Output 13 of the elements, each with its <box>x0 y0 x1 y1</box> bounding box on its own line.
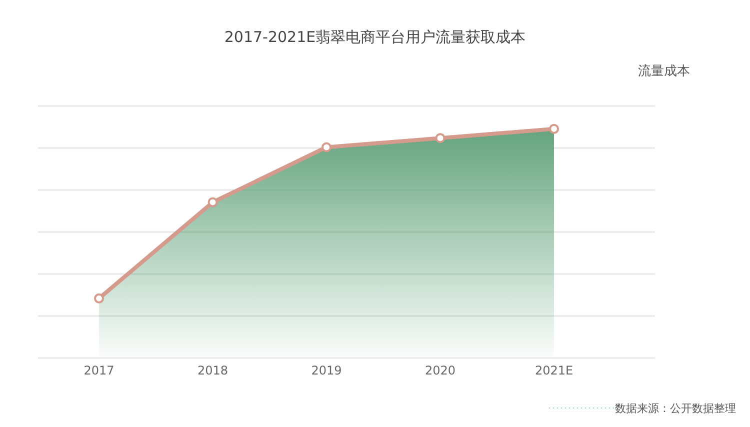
x-tick-label: 2018 <box>197 364 228 378</box>
x-tick-label: 2020 <box>424 364 456 378</box>
x-tick-label: 2017 <box>84 364 114 378</box>
x-tick-label: 2021E <box>534 364 574 378</box>
point <box>322 142 332 152</box>
chart-title: 2017-2021E翡翠电商平台用户流量获取成本 <box>223 28 527 47</box>
point <box>94 293 104 304</box>
source-note: 数据来源：公开数据整理 <box>615 401 736 416</box>
y-axis-title: 流量成本 <box>638 63 690 80</box>
point <box>549 124 559 134</box>
point <box>435 133 446 144</box>
x-tick-label: 2019 <box>311 364 342 378</box>
point <box>208 197 218 208</box>
